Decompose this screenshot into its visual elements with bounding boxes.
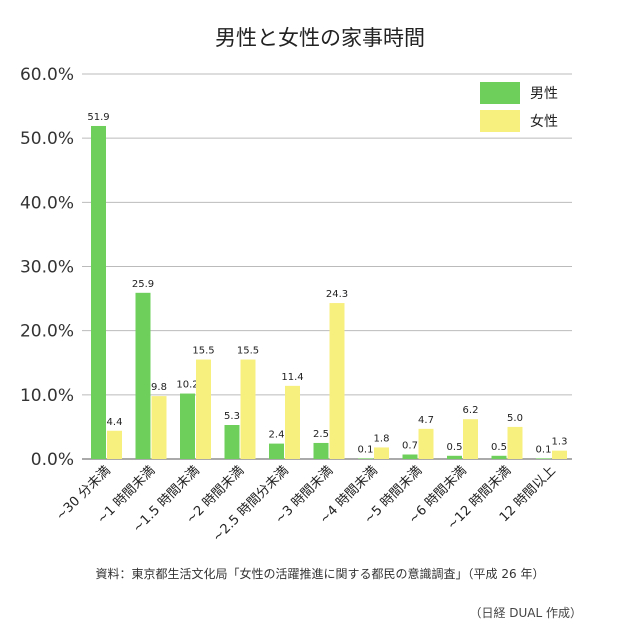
data-label-female: 15.5 bbox=[237, 346, 259, 357]
y-tick-label: 0.0% bbox=[31, 450, 74, 470]
data-label-female: 4.7 bbox=[418, 415, 434, 426]
bar-male bbox=[402, 454, 418, 459]
x-tick-label: ~2.5 時間分未満 bbox=[210, 463, 292, 545]
data-label-male: 0.5 bbox=[491, 442, 507, 453]
source-note: 資料：東京都生活文化局「女性の活躍推進に関する都民の意識調査」（平成 26 年） bbox=[95, 567, 545, 581]
legend-label-male: 男性 bbox=[530, 86, 558, 102]
bar-female bbox=[507, 426, 523, 459]
data-label-female: 9.8 bbox=[151, 382, 167, 393]
data-label-female: 6.2 bbox=[463, 405, 479, 416]
legend-label-female: 女性 bbox=[530, 113, 558, 130]
bar-female bbox=[374, 447, 389, 459]
bar-female bbox=[552, 450, 567, 459]
data-label-male: 0.1 bbox=[536, 444, 552, 455]
bar-male bbox=[313, 442, 329, 459]
y-tick-label: 20.0% bbox=[20, 322, 74, 342]
bar-female bbox=[151, 396, 167, 459]
credit-note: （日経 DUAL 作成） bbox=[469, 606, 582, 620]
y-tick-label: 10.0% bbox=[20, 386, 74, 406]
bar-female bbox=[285, 385, 300, 459]
bar-male bbox=[224, 424, 240, 459]
bar-male bbox=[491, 455, 507, 459]
data-label-male: 2.5 bbox=[313, 429, 329, 440]
y-tick-label: 30.0% bbox=[20, 258, 74, 278]
data-label-male: 10.2 bbox=[176, 380, 198, 391]
bar-female bbox=[240, 359, 256, 459]
legend-swatch-female bbox=[480, 110, 520, 132]
data-label-female: 5.0 bbox=[507, 413, 523, 424]
data-label-female: 1.8 bbox=[374, 433, 390, 444]
bar-male bbox=[135, 292, 151, 459]
legend-swatch-male bbox=[480, 82, 520, 104]
data-label-female: 1.3 bbox=[552, 437, 568, 448]
data-label-male: 5.3 bbox=[224, 411, 240, 422]
data-label-male: 0.7 bbox=[402, 441, 418, 452]
y-tick-label: 60.0% bbox=[20, 65, 74, 85]
data-label-male: 2.4 bbox=[269, 430, 285, 441]
bar-male bbox=[91, 125, 106, 459]
bar-female bbox=[329, 303, 345, 459]
data-label-female: 24.3 bbox=[326, 289, 348, 300]
data-label-male: 51.9 bbox=[87, 112, 109, 123]
bar-male bbox=[180, 393, 195, 459]
y-tick-label: 50.0% bbox=[20, 129, 74, 149]
bar-female bbox=[418, 428, 434, 459]
bar-female bbox=[463, 419, 478, 459]
bar-male bbox=[358, 458, 373, 459]
bar-male bbox=[447, 455, 462, 459]
bar-female bbox=[107, 430, 122, 459]
bar-male bbox=[269, 443, 284, 459]
data-label-female: 15.5 bbox=[192, 346, 214, 357]
data-label-male: 0.5 bbox=[447, 442, 463, 453]
bar-male bbox=[536, 458, 551, 459]
data-label-female: 11.4 bbox=[281, 372, 303, 383]
bar-female bbox=[196, 359, 211, 459]
chart-title: 男性と女性の家事時間 bbox=[215, 26, 425, 50]
data-label-male: 0.1 bbox=[358, 444, 374, 455]
data-label-male: 25.9 bbox=[132, 279, 154, 290]
data-label-female: 4.4 bbox=[107, 417, 123, 428]
y-tick-label: 40.0% bbox=[20, 193, 74, 213]
